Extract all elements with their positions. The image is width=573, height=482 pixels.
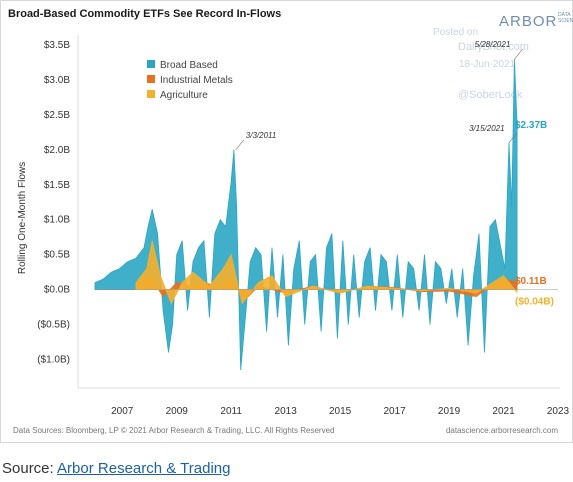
legend-label: Agriculture <box>160 90 208 101</box>
series-area-agriculture <box>135 240 518 305</box>
legend-swatch <box>147 60 155 68</box>
annotation-leader <box>514 48 523 60</box>
y-tick-label: $3.0B <box>44 75 70 86</box>
x-tick-label: 2017 <box>383 406 406 417</box>
source-caption: Source: Arbor Research & Trading <box>2 460 230 477</box>
y-tick-label: ($0.5B) <box>37 320 70 331</box>
watermark-date: 18-Jun-2021 <box>459 59 516 70</box>
y-tick-label: $2.0B <box>44 145 70 156</box>
chart-card: Broad-Based Commodity ETFs See Record In… <box>0 0 573 443</box>
arbor-logo: ARBOR DATA SCIENCE <box>499 12 573 30</box>
data-sources-note: Data Sources: Bloomberg, LP © 2021 Arbor… <box>13 426 335 435</box>
source-link[interactable]: Arbor Research & Trading <box>57 460 231 477</box>
annotation-label: 3/3/2011 <box>246 131 277 140</box>
annotation-label: 3/15/2021 <box>469 124 505 133</box>
x-tick-label: 2011 <box>220 406 242 417</box>
logo-subtext: DATA SCIENCE <box>558 12 573 24</box>
annotation-leader <box>235 139 245 151</box>
legend-label: Broad Based <box>160 60 218 71</box>
y-ticks: $3.5B $3.0B $2.5B $2.0B $1.5B $1.0B $0.5B $0.0B… <box>37 40 70 366</box>
source-prefix: Source: <box>2 460 58 477</box>
legend: Broad Based Industrial Metals Agriculture <box>147 60 233 101</box>
legend-label: Industrial Metals <box>160 75 233 86</box>
end-value-label: ($0.04B) <box>515 296 554 307</box>
x-tick-label: 2009 <box>166 406 189 417</box>
legend-swatch <box>147 90 155 98</box>
y-tick-label: $3.5B <box>44 40 70 51</box>
annotations: 3/3/2011 3/15/2021 5/28/2021 $2.37B $0.11B ($… <box>235 40 554 307</box>
watermark-handle: @SoberLook <box>458 89 523 101</box>
x-tick-label: 2007 <box>111 406 134 417</box>
end-value-label: $0.11B <box>515 276 547 287</box>
logo-text: ARBOR <box>499 13 558 30</box>
chart-svg: Rolling One-Month Flows $3.5B$3.0B$2.5B$… <box>17 35 570 417</box>
y-tick-label: $1.0B <box>44 215 70 226</box>
annotation-label: 5/28/2021 <box>475 40 511 49</box>
legend-swatch <box>147 75 155 83</box>
x-tick-label: 2013 <box>275 406 298 417</box>
y-tick-label: $1.5B <box>44 180 70 191</box>
y-axis-label: Rolling One-Month Flows <box>17 162 28 274</box>
end-value-label: $2.37B <box>515 120 547 131</box>
y-tick-label: $0.5B <box>44 250 70 261</box>
chart-title: Broad-Based Commodity ETFs See Record In… <box>8 8 282 20</box>
series-group <box>94 58 558 371</box>
x-tick-label: 2021 <box>492 406 515 417</box>
footer-site: datascience.arborresearch.com <box>445 426 558 435</box>
x-tick-label: 2023 <box>547 406 570 417</box>
watermark-posted-on: Posted on <box>433 27 479 38</box>
x-ticks: 2007 2009 2011 2013 2015 2017 2019 2021 2023 <box>111 406 569 417</box>
y-tick-label: $2.5B <box>44 110 70 121</box>
x-tick-label: 2019 <box>438 406 461 417</box>
watermark-site: DailyShot.com <box>458 41 529 53</box>
y-tick-label: ($1.0B) <box>37 355 70 366</box>
y-tick-label: $0.0B <box>44 285 70 296</box>
series-area-broad-based <box>94 58 518 371</box>
x-tick-label: 2015 <box>329 406 352 417</box>
annotation-leader <box>508 132 518 144</box>
